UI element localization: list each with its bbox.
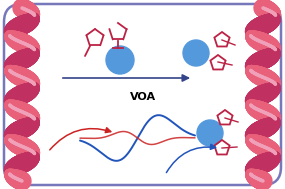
Circle shape: [197, 120, 223, 146]
Circle shape: [183, 40, 209, 66]
Circle shape: [106, 46, 134, 74]
Text: VOA: VOA: [130, 92, 156, 102]
FancyBboxPatch shape: [4, 4, 281, 185]
